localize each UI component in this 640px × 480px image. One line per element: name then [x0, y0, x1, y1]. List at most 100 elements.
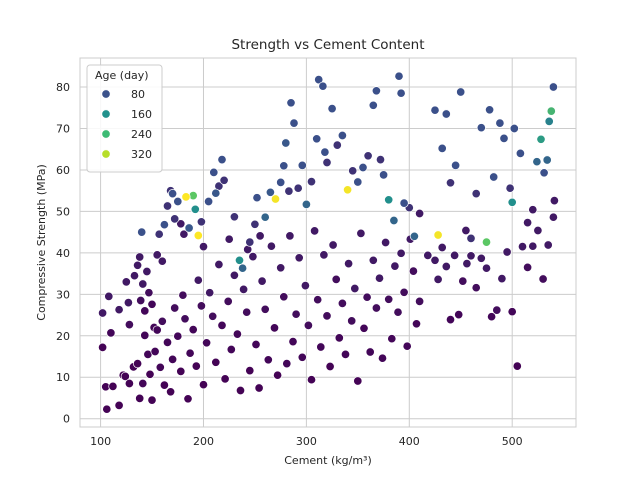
data-point: [98, 342, 108, 352]
data-point: [517, 242, 528, 252]
data-point: [325, 361, 335, 372]
data-point: [415, 296, 425, 306]
data-point: [368, 100, 378, 110]
data-point: [198, 242, 209, 252]
data-point: [509, 123, 519, 134]
data-point: [266, 241, 276, 251]
data-point: [384, 294, 394, 304]
data-point: [219, 175, 229, 185]
x-axis-label: Cement (kg/m³): [284, 454, 371, 467]
data-point: [178, 290, 188, 300]
data-point: [495, 118, 505, 128]
data-point: [532, 157, 542, 167]
data-point: [291, 309, 301, 319]
data-point: [137, 227, 147, 237]
data-point: [123, 298, 133, 308]
legend: Age (day) 80 160 240 320: [86, 64, 163, 173]
data-point: [289, 118, 299, 128]
data-point: [220, 374, 230, 384]
data-point: [260, 304, 270, 314]
legend-entry-label: 80: [131, 88, 145, 101]
x-tick-label: 200: [193, 435, 214, 448]
y-tick-labels: 0 10 20 30 40 50 60 70 80: [56, 81, 70, 426]
legend-entries: 80 160 240 320: [101, 88, 152, 161]
data-point: [138, 378, 148, 389]
data-point: [147, 395, 157, 405]
data-point: [340, 349, 351, 359]
data-point: [327, 104, 337, 114]
data-point: [190, 204, 200, 214]
data-point: [157, 256, 167, 266]
data-point: [481, 237, 492, 247]
data-point: [320, 147, 330, 157]
data-point: [441, 261, 451, 272]
data-point: [318, 81, 328, 91]
data-point: [205, 288, 215, 298]
data-point: [539, 168, 549, 178]
data-point: [499, 133, 509, 143]
data-point: [319, 250, 329, 260]
data-point: [476, 253, 486, 263]
data-point: [217, 320, 227, 330]
data-point: [294, 253, 304, 263]
data-point: [543, 240, 553, 250]
data-point: [276, 263, 286, 273]
data-point: [223, 296, 233, 306]
x-tick-label: 300: [296, 435, 317, 448]
data-point: [152, 250, 162, 260]
data-point: [245, 366, 255, 376]
data-point: [353, 177, 363, 187]
legend-marker: [101, 109, 111, 119]
data-point: [332, 140, 342, 150]
data-point: [409, 231, 419, 241]
data-point: [204, 196, 214, 207]
data-point: [433, 274, 443, 284]
data-point: [129, 271, 140, 281]
data-point: [214, 259, 224, 270]
data-point: [185, 348, 195, 358]
data-point: [136, 295, 146, 306]
data-point: [489, 172, 499, 182]
data-point: [170, 214, 180, 224]
data-point: [408, 266, 418, 276]
data-point: [374, 273, 385, 283]
x-tick-label: 400: [399, 435, 420, 448]
data-point: [430, 105, 440, 115]
data-point: [162, 337, 173, 347]
data-point: [337, 298, 347, 308]
data-point: [140, 306, 150, 316]
data-point: [229, 212, 239, 222]
legend-marker: [101, 89, 111, 99]
data-point: [542, 155, 552, 165]
data-point: [168, 354, 178, 364]
data-point: [142, 266, 152, 277]
data-point: [387, 334, 397, 344]
data-point: [379, 170, 389, 180]
data-point: [260, 212, 270, 222]
legend-marker: [101, 129, 111, 139]
data-point: [108, 381, 118, 391]
data-point: [242, 307, 252, 317]
data-point: [282, 359, 292, 369]
data-point: [159, 220, 169, 230]
data-point: [176, 366, 186, 376]
data-point: [276, 177, 286, 187]
data-point: [437, 242, 447, 253]
data-point: [548, 82, 558, 92]
data-point: [209, 167, 219, 177]
data-point: [362, 292, 372, 302]
data-point: [297, 160, 307, 170]
y-tick-label: 10: [56, 371, 70, 384]
data-point: [359, 323, 369, 333]
data-point: [471, 189, 481, 199]
data-point: [456, 87, 466, 97]
data-point: [481, 263, 492, 273]
data-point: [279, 161, 289, 171]
data-point: [124, 320, 134, 330]
data-point: [314, 75, 324, 85]
data-point: [350, 283, 360, 294]
data-point: [273, 370, 283, 380]
data-point: [124, 378, 134, 389]
data-point: [217, 155, 227, 165]
